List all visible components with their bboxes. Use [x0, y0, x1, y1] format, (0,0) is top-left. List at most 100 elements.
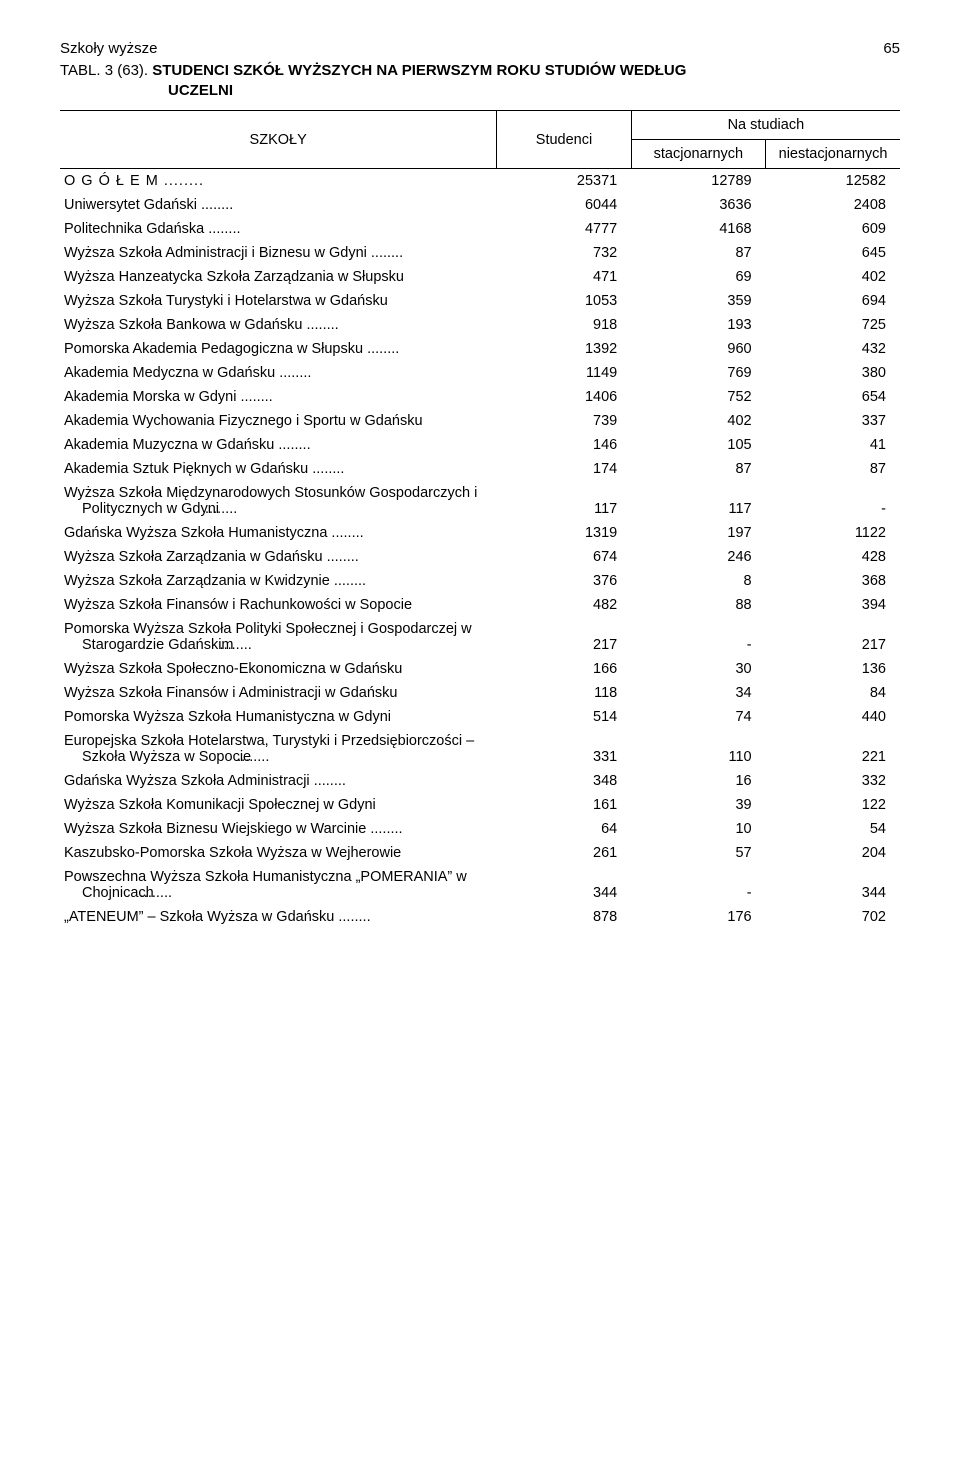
table-title-line1: STUDENCI SZKÓŁ WYŻSZYCH NA PIERWSZYM ROK…: [152, 62, 686, 79]
cell-niestacjonarnych: 344: [766, 865, 900, 905]
row-label: Wyższa Szkoła Społeczno-Ekonomiczna w Gd…: [60, 657, 497, 681]
cell-niestacjonarnych: 440: [766, 705, 900, 729]
cell-stacjonarnych: 110: [631, 729, 765, 769]
table-row: Wyższa Szkoła Zarządzania w Kwidzynie ..…: [60, 569, 900, 593]
row-label: Wyższa Szkoła Biznesu Wiejskiego w Warci…: [60, 817, 497, 841]
cell-stacjonarnych: 359: [631, 289, 765, 313]
row-label: Wyższa Szkoła Administracji i Biznesu w …: [60, 241, 497, 265]
cell-stacjonarnych: 752: [631, 385, 765, 409]
cell-studenci: 117: [497, 481, 631, 521]
row-label: Wyższa Szkoła Zarządzania w Gdańsku ....…: [60, 545, 497, 569]
row-label: Wyższa Szkoła Finansów i Rachunkowości w…: [60, 593, 497, 617]
table-row: Pomorska Wyższa Szkoła Polityki Społeczn…: [60, 617, 900, 657]
row-label: Pomorska Wyższa Szkoła Humanistyczna w G…: [60, 705, 497, 729]
cell-stacjonarnych: 105: [631, 433, 765, 457]
cell-niestacjonarnych: 54: [766, 817, 900, 841]
row-label: Wyższa Hanzeatycka Szkoła Zarządzania w …: [60, 265, 497, 289]
row-label: Wyższa Szkoła Turystyki i Hotelarstwa w …: [60, 289, 497, 313]
cell-stacjonarnych: 57: [631, 841, 765, 865]
table-body: O G Ó Ł E M ........253711278912582Uniwe…: [60, 169, 900, 930]
col-na-studiach: Na studiach: [631, 111, 900, 140]
table-row: Powszechna Wyższa Szkoła Humanistyczna „…: [60, 865, 900, 905]
cell-stacjonarnych: 34: [631, 681, 765, 705]
cell-stacjonarnych: 193: [631, 313, 765, 337]
cell-stacjonarnych: 8: [631, 569, 765, 593]
row-label: Powszechna Wyższa Szkoła Humanistyczna „…: [60, 865, 497, 905]
cell-studenci: 331: [497, 729, 631, 769]
cell-stacjonarnych: 960: [631, 337, 765, 361]
cell-studenci: 918: [497, 313, 631, 337]
cell-studenci: 878: [497, 905, 631, 929]
table-row: Pomorska Akademia Pedagogiczna w Słupsku…: [60, 337, 900, 361]
running-head: Szkoły wyższe: [60, 40, 158, 57]
cell-niestacjonarnych: 368: [766, 569, 900, 593]
table-title-line2: UCZELNI: [168, 81, 900, 101]
row-label: Wyższa Szkoła Finansów i Administracji w…: [60, 681, 497, 705]
cell-studenci: 739: [497, 409, 631, 433]
cell-studenci: 25371: [497, 169, 631, 194]
table-row: Wyższa Szkoła Społeczno-Ekonomiczna w Gd…: [60, 657, 900, 681]
cell-niestacjonarnych: 136: [766, 657, 900, 681]
cell-niestacjonarnych: 12582: [766, 169, 900, 194]
cell-stacjonarnych: 769: [631, 361, 765, 385]
cell-niestacjonarnych: 432: [766, 337, 900, 361]
cell-stacjonarnych: 69: [631, 265, 765, 289]
row-label: Akademia Wychowania Fizycznego i Sportu …: [60, 409, 497, 433]
row-label: Akademia Muzyczna w Gdańsku ........: [60, 433, 497, 457]
cell-studenci: 674: [497, 545, 631, 569]
cell-stacjonarnych: 197: [631, 521, 765, 545]
row-label: Akademia Medyczna w Gdańsku ........: [60, 361, 497, 385]
table-row: Akademia Morska w Gdyni ........14067526…: [60, 385, 900, 409]
cell-studenci: 4777: [497, 217, 631, 241]
row-label: Europejska Szkoła Hotelarstwa, Turystyki…: [60, 729, 497, 769]
table-row: Akademia Wychowania Fizycznego i Sportu …: [60, 409, 900, 433]
cell-studenci: 732: [497, 241, 631, 265]
table-row: Pomorska Wyższa Szkoła Humanistyczna w G…: [60, 705, 900, 729]
table-row: Europejska Szkoła Hotelarstwa, Turystyki…: [60, 729, 900, 769]
cell-niestacjonarnych: 332: [766, 769, 900, 793]
cell-stacjonarnych: 402: [631, 409, 765, 433]
table-row: Kaszubsko-Pomorska Szkoła Wyższa w Wejhe…: [60, 841, 900, 865]
table-row: Wyższa Szkoła Zarządzania w Gdańsku ....…: [60, 545, 900, 569]
cell-stacjonarnych: 246: [631, 545, 765, 569]
table-row: Akademia Muzyczna w Gdańsku ........1461…: [60, 433, 900, 457]
cell-stacjonarnych: 74: [631, 705, 765, 729]
cell-studenci: 1053: [497, 289, 631, 313]
cell-niestacjonarnych: 337: [766, 409, 900, 433]
cell-studenci: 514: [497, 705, 631, 729]
cell-studenci: 166: [497, 657, 631, 681]
cell-niestacjonarnych: 725: [766, 313, 900, 337]
cell-studenci: 146: [497, 433, 631, 457]
cell-studenci: 348: [497, 769, 631, 793]
table-row: Wyższa Szkoła Bankowa w Gdańsku ........…: [60, 313, 900, 337]
running-head-row: Szkoły wyższe 65: [60, 40, 900, 57]
table-row: Wyższa Szkoła Finansów i Administracji w…: [60, 681, 900, 705]
cell-stacjonarnych: 88: [631, 593, 765, 617]
cell-studenci: 1319: [497, 521, 631, 545]
cell-niestacjonarnych: 1122: [766, 521, 900, 545]
table-row: Wyższa Szkoła Turystyki i Hotelarstwa w …: [60, 289, 900, 313]
cell-niestacjonarnych: 428: [766, 545, 900, 569]
cell-studenci: 1149: [497, 361, 631, 385]
table-row: Wyższa Hanzeatycka Szkoła Zarządzania w …: [60, 265, 900, 289]
cell-studenci: 1406: [497, 385, 631, 409]
cell-niestacjonarnych: 204: [766, 841, 900, 865]
cell-stacjonarnych: 16: [631, 769, 765, 793]
cell-niestacjonarnych: 122: [766, 793, 900, 817]
cell-studenci: 118: [497, 681, 631, 705]
table-row: Uniwersytet Gdański ........604436362408: [60, 193, 900, 217]
row-label: Wyższa Szkoła Bankowa w Gdańsku ........: [60, 313, 497, 337]
cell-niestacjonarnych: 380: [766, 361, 900, 385]
table-row: Akademia Sztuk Pięknych w Gdańsku ......…: [60, 457, 900, 481]
cell-stacjonarnych: 176: [631, 905, 765, 929]
col-stacjonarnych: stacjonarnych: [631, 140, 765, 169]
row-label: Politechnika Gdańska ........: [60, 217, 497, 241]
table-row: Gdańska Wyższa Szkoła Administracji ....…: [60, 769, 900, 793]
table-row: Akademia Medyczna w Gdańsku ........1149…: [60, 361, 900, 385]
cell-niestacjonarnych: 645: [766, 241, 900, 265]
row-label: Pomorska Wyższa Szkoła Polityki Społeczn…: [60, 617, 497, 657]
cell-stacjonarnych: 39: [631, 793, 765, 817]
cell-niestacjonarnych: 402: [766, 265, 900, 289]
cell-studenci: 482: [497, 593, 631, 617]
table-head: SZKOŁY Studenci Na studiach stacjonarnyc…: [60, 111, 900, 169]
